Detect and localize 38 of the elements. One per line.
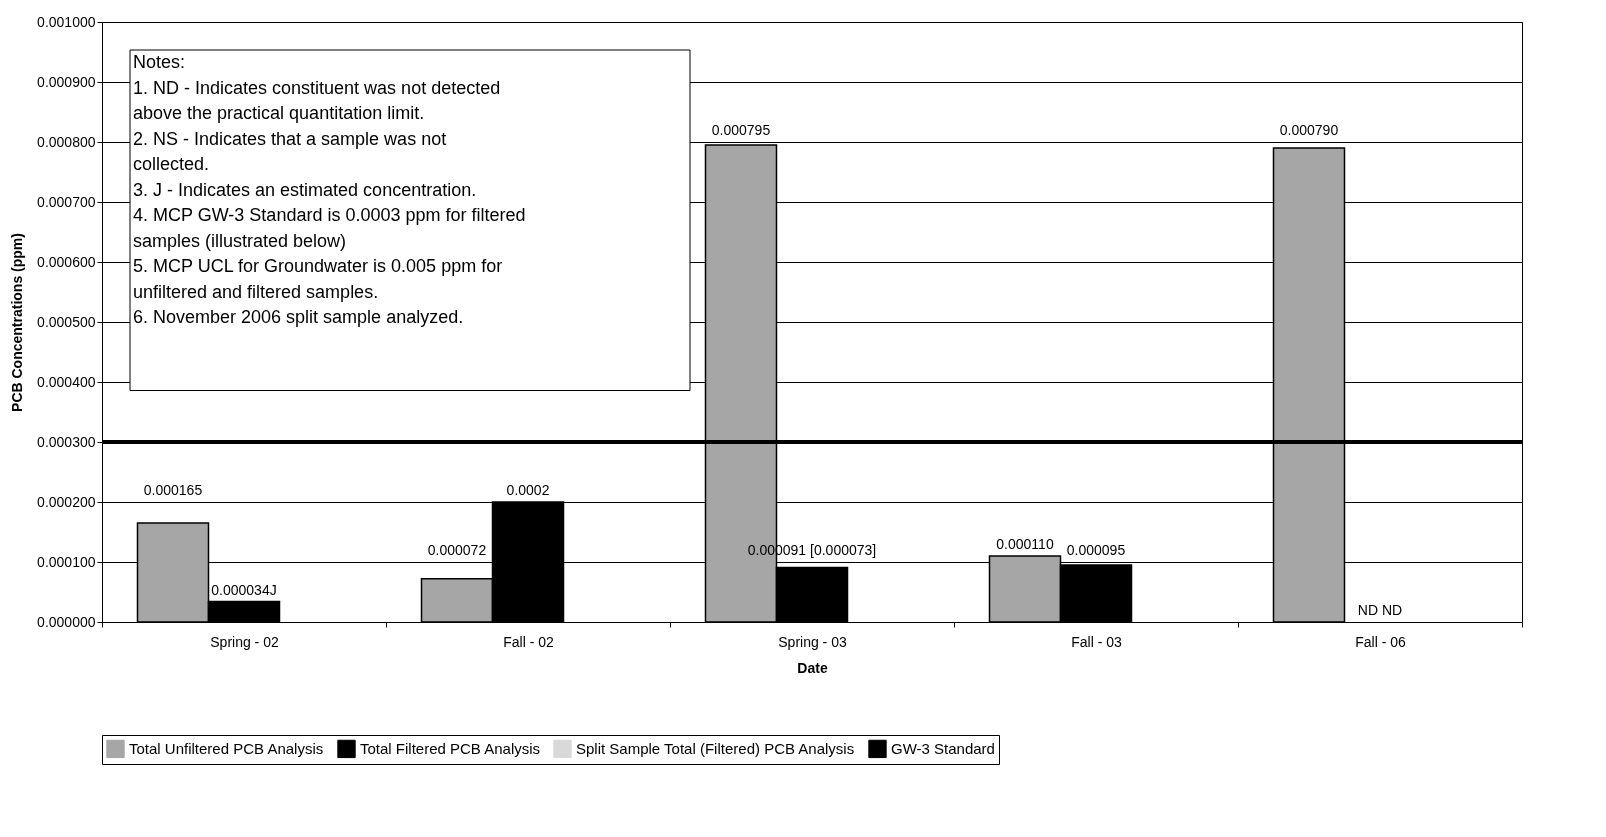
annotation: 1. ND - Indicates constituent was not detected above the practical quantitation limit. [133, 77, 501, 123]
y-tick-label: 0.000700 [37, 193, 96, 210]
x-axis-title: Date [797, 659, 828, 676]
x-tick-label: Fall - 03 [1071, 633, 1122, 650]
y-tick-label: 0.000600 [37, 253, 96, 270]
y-tick-label: 0.000200 [37, 493, 96, 510]
annotation: 4. MCP GW-3 Standard is 0.0003 ppm for filtered samples (illustrated below) [133, 205, 526, 251]
y-tick-label: 0.000800 [37, 133, 96, 150]
y-tick-label: 0.000300 [37, 433, 96, 450]
y-tick-label: 0.000100 [37, 553, 96, 570]
data-label: 0.000165 [143, 482, 203, 498]
y-tick-label: 0.001000 [37, 13, 96, 30]
y-tick-label: 0.000400 [37, 373, 96, 390]
y-axis-title: PCB Concentrations (ppm) [9, 233, 26, 412]
data-label: 0.000034J [211, 581, 277, 598]
legend-label: Total Unfiltered PCB Analysis [129, 739, 324, 757]
text: ND ND [1357, 602, 1403, 618]
legend-label: Total Filtered PCB Analysis [360, 739, 541, 757]
y-tick-label: 0.000500 [37, 313, 96, 330]
annotation: 5. MCP UCL for Groundwater is 0.005 ppm for unfiltered and filtered samples. [133, 256, 503, 302]
x-tick-label: Fall - 02 [503, 633, 554, 650]
annotation: 3. J - Indicates an estimated concentration. [133, 179, 477, 200]
data-label: 0.000110 [996, 536, 1054, 552]
data-label: 0.000095 [1066, 542, 1126, 558]
legend-label: GW-3 Standard [891, 739, 995, 757]
legend-label: Split Sample Total (Filtered) PCB Analysis [576, 739, 855, 757]
data-label: 0.0002 [506, 482, 550, 498]
annotation: 2. NS - Indicates that a sample was not collected. [133, 128, 447, 174]
x-tick-label: Spring - 03 [778, 633, 847, 650]
x-tick-label: Spring - 02 [210, 633, 279, 650]
annotation: Notes: [133, 52, 186, 72]
data-label: 0.000795 [711, 122, 771, 138]
x-tick-label: Fall - 06 [1355, 633, 1406, 650]
data-label: 0.000790 [1279, 122, 1339, 138]
y-tick-label: 0.000900 [37, 73, 96, 90]
annotation: 6. November 2006 split sample analyzed. [133, 307, 464, 327]
y-tick-label: 0.000000 [37, 613, 96, 630]
data-label: 0.000072 [427, 542, 487, 558]
